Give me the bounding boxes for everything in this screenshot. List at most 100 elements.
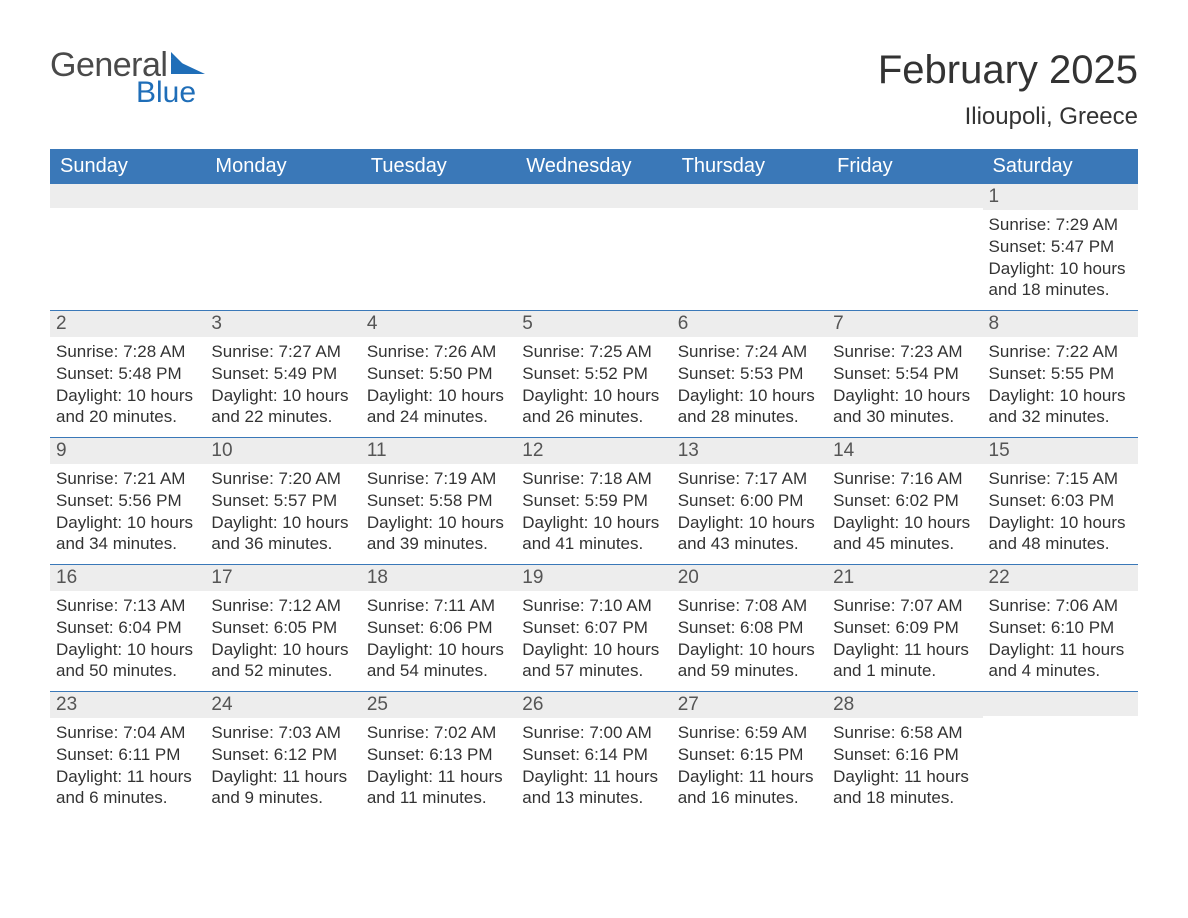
day-number: 7 bbox=[827, 311, 982, 337]
day-details: Sunrise: 7:00 AMSunset: 6:14 PMDaylight:… bbox=[516, 718, 671, 818]
sunrise-text: Sunrise: 7:23 AM bbox=[833, 341, 976, 363]
sunrise-text: Sunrise: 7:19 AM bbox=[367, 468, 510, 490]
sunset-text: Sunset: 5:54 PM bbox=[833, 363, 976, 385]
sunset-text: Sunset: 5:49 PM bbox=[211, 363, 354, 385]
sunrise-text: Sunrise: 7:11 AM bbox=[367, 595, 510, 617]
daylight-text: Daylight: 10 hours and 57 minutes. bbox=[522, 639, 665, 683]
daylight-text: Daylight: 10 hours and 43 minutes. bbox=[678, 512, 821, 556]
sunrise-text: Sunrise: 7:18 AM bbox=[522, 468, 665, 490]
calendar-table: Sunday Monday Tuesday Wednesday Thursday… bbox=[50, 149, 1138, 818]
day-header: Tuesday bbox=[361, 149, 516, 184]
day-number: 3 bbox=[205, 311, 360, 337]
logo-text-blue: Blue bbox=[136, 78, 205, 108]
day-cell-top: 5 bbox=[516, 311, 671, 338]
day-number: 15 bbox=[983, 438, 1138, 464]
day-header: Thursday bbox=[672, 149, 827, 184]
day-cell-body: Sunrise: 6:58 AMSunset: 6:16 PMDaylight:… bbox=[827, 718, 982, 818]
sunrise-text: Sunrise: 7:29 AM bbox=[989, 214, 1132, 236]
day-cell-top: 14 bbox=[827, 438, 982, 465]
header-row: General Blue February 2025 Ilioupoli, Gr… bbox=[50, 48, 1138, 131]
sunset-text: Sunset: 6:14 PM bbox=[522, 744, 665, 766]
daylight-text: Daylight: 10 hours and 50 minutes. bbox=[56, 639, 199, 683]
sunset-text: Sunset: 6:06 PM bbox=[367, 617, 510, 639]
day-number: 28 bbox=[827, 692, 982, 718]
day-cell-top bbox=[827, 184, 982, 210]
day-cell-body: Sunrise: 7:15 AMSunset: 6:03 PMDaylight:… bbox=[983, 464, 1138, 565]
sunset-text: Sunset: 6:03 PM bbox=[989, 490, 1132, 512]
day-cell-body: Sunrise: 7:29 AMSunset: 5:47 PMDaylight:… bbox=[983, 210, 1138, 311]
sunset-text: Sunset: 6:15 PM bbox=[678, 744, 821, 766]
day-cell-top: 10 bbox=[205, 438, 360, 465]
day-details: Sunrise: 7:17 AMSunset: 6:00 PMDaylight:… bbox=[672, 464, 827, 564]
daylight-text: Daylight: 10 hours and 52 minutes. bbox=[211, 639, 354, 683]
day-number bbox=[672, 184, 827, 208]
day-header: Wednesday bbox=[516, 149, 671, 184]
flag-icon bbox=[171, 52, 205, 78]
day-details bbox=[50, 210, 205, 310]
daylight-text: Daylight: 10 hours and 24 minutes. bbox=[367, 385, 510, 429]
day-cell-body: Sunrise: 7:02 AMSunset: 6:13 PMDaylight:… bbox=[361, 718, 516, 818]
day-cell-body bbox=[516, 210, 671, 311]
sunset-text: Sunset: 6:02 PM bbox=[833, 490, 976, 512]
day-number: 10 bbox=[205, 438, 360, 464]
sunrise-text: Sunrise: 7:28 AM bbox=[56, 341, 199, 363]
week-daynum-row: 232425262728 bbox=[50, 692, 1138, 719]
daylight-text: Daylight: 11 hours and 16 minutes. bbox=[678, 766, 821, 810]
day-number: 1 bbox=[983, 184, 1138, 210]
day-details: Sunrise: 7:02 AMSunset: 6:13 PMDaylight:… bbox=[361, 718, 516, 818]
daylight-text: Daylight: 10 hours and 20 minutes. bbox=[56, 385, 199, 429]
day-cell-body: Sunrise: 7:16 AMSunset: 6:02 PMDaylight:… bbox=[827, 464, 982, 565]
day-cell-top: 17 bbox=[205, 565, 360, 592]
day-details: Sunrise: 7:11 AMSunset: 6:06 PMDaylight:… bbox=[361, 591, 516, 691]
day-cell-top: 13 bbox=[672, 438, 827, 465]
day-details: Sunrise: 7:27 AMSunset: 5:49 PMDaylight:… bbox=[205, 337, 360, 437]
day-cell-body: Sunrise: 7:04 AMSunset: 6:11 PMDaylight:… bbox=[50, 718, 205, 818]
sunset-text: Sunset: 5:58 PM bbox=[367, 490, 510, 512]
sunset-text: Sunset: 6:12 PM bbox=[211, 744, 354, 766]
sunset-text: Sunset: 6:04 PM bbox=[56, 617, 199, 639]
sunset-text: Sunset: 6:00 PM bbox=[678, 490, 821, 512]
daylight-text: Daylight: 11 hours and 13 minutes. bbox=[522, 766, 665, 810]
day-details: Sunrise: 6:59 AMSunset: 6:15 PMDaylight:… bbox=[672, 718, 827, 818]
day-details: Sunrise: 7:24 AMSunset: 5:53 PMDaylight:… bbox=[672, 337, 827, 437]
sunrise-text: Sunrise: 7:27 AM bbox=[211, 341, 354, 363]
day-cell-body: Sunrise: 7:11 AMSunset: 6:06 PMDaylight:… bbox=[361, 591, 516, 692]
day-number: 25 bbox=[361, 692, 516, 718]
day-number bbox=[361, 184, 516, 208]
week-daynum-row: 9101112131415 bbox=[50, 438, 1138, 465]
sunrise-text: Sunrise: 7:16 AM bbox=[833, 468, 976, 490]
day-number: 8 bbox=[983, 311, 1138, 337]
sunrise-text: Sunrise: 7:20 AM bbox=[211, 468, 354, 490]
sunrise-text: Sunrise: 7:21 AM bbox=[56, 468, 199, 490]
day-cell-top: 20 bbox=[672, 565, 827, 592]
day-details bbox=[361, 210, 516, 310]
day-details: Sunrise: 7:03 AMSunset: 6:12 PMDaylight:… bbox=[205, 718, 360, 818]
day-cell-top: 1 bbox=[983, 184, 1138, 210]
day-cell-body: Sunrise: 7:17 AMSunset: 6:00 PMDaylight:… bbox=[672, 464, 827, 565]
day-number: 17 bbox=[205, 565, 360, 591]
day-number: 11 bbox=[361, 438, 516, 464]
sunrise-text: Sunrise: 7:24 AM bbox=[678, 341, 821, 363]
day-details: Sunrise: 7:10 AMSunset: 6:07 PMDaylight:… bbox=[516, 591, 671, 691]
day-details: Sunrise: 7:21 AMSunset: 5:56 PMDaylight:… bbox=[50, 464, 205, 564]
day-cell-body: Sunrise: 6:59 AMSunset: 6:15 PMDaylight:… bbox=[672, 718, 827, 818]
daylight-text: Daylight: 10 hours and 32 minutes. bbox=[989, 385, 1132, 429]
daylight-text: Daylight: 10 hours and 48 minutes. bbox=[989, 512, 1132, 556]
day-cell-body bbox=[983, 718, 1138, 818]
daylight-text: Daylight: 10 hours and 39 minutes. bbox=[367, 512, 510, 556]
day-number: 26 bbox=[516, 692, 671, 718]
day-cell-body: Sunrise: 7:22 AMSunset: 5:55 PMDaylight:… bbox=[983, 337, 1138, 438]
day-details: Sunrise: 7:25 AMSunset: 5:52 PMDaylight:… bbox=[516, 337, 671, 437]
day-number: 9 bbox=[50, 438, 205, 464]
day-cell-body: Sunrise: 7:07 AMSunset: 6:09 PMDaylight:… bbox=[827, 591, 982, 692]
day-cell-top: 27 bbox=[672, 692, 827, 719]
day-details bbox=[205, 210, 360, 310]
daylight-text: Daylight: 10 hours and 34 minutes. bbox=[56, 512, 199, 556]
sunset-text: Sunset: 5:57 PM bbox=[211, 490, 354, 512]
day-cell-top: 12 bbox=[516, 438, 671, 465]
sunrise-text: Sunrise: 7:00 AM bbox=[522, 722, 665, 744]
daylight-text: Daylight: 10 hours and 26 minutes. bbox=[522, 385, 665, 429]
sunrise-text: Sunrise: 7:26 AM bbox=[367, 341, 510, 363]
daylight-text: Daylight: 10 hours and 41 minutes. bbox=[522, 512, 665, 556]
day-number: 20 bbox=[672, 565, 827, 591]
